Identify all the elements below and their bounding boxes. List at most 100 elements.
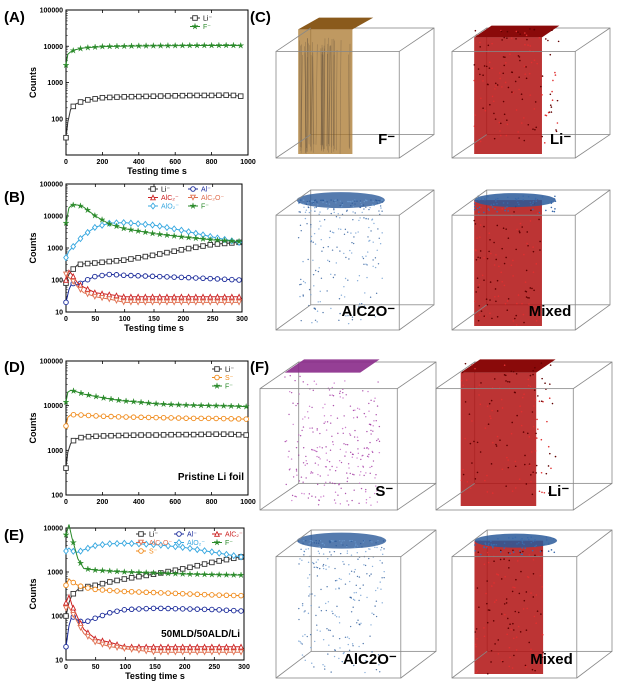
render-voxel [330, 415, 331, 416]
chart-e-data-point [107, 541, 112, 547]
render-voxel [477, 442, 479, 444]
render-voxel [313, 201, 314, 202]
render-voxel [519, 405, 521, 407]
render-voxel [300, 549, 301, 550]
render-voxel [526, 78, 528, 80]
chart-d-data-point [79, 413, 84, 418]
render-voxel [380, 207, 381, 208]
render-voxel [483, 279, 485, 281]
render-voxel [336, 246, 337, 247]
render-voxel [350, 626, 351, 627]
render-voxel [479, 206, 481, 208]
render-voxel [310, 540, 311, 541]
chart-e-data-point [115, 578, 120, 583]
render-voxel [313, 666, 314, 667]
render-voxel [348, 467, 349, 468]
render-voxel [306, 223, 307, 224]
chart-b-data-point [157, 294, 162, 299]
render-voxel [515, 461, 517, 463]
render-voxel [488, 251, 490, 253]
chart-b-data-point [237, 278, 242, 283]
chart-d-data-point [184, 416, 189, 421]
render-voxel [536, 320, 538, 322]
render-voxel [537, 395, 539, 397]
render-box-edge [401, 530, 436, 557]
render-voxel [526, 231, 528, 233]
render-voxel [501, 281, 503, 283]
chart-e-x-axis-label: Testing time s [125, 671, 185, 681]
render-voxel [488, 544, 490, 546]
render-voxel [502, 72, 504, 74]
render-voxel [333, 395, 334, 396]
render-voxel [318, 499, 319, 500]
render-voxel [296, 470, 297, 471]
render-voxel [349, 250, 350, 251]
render-voxel [312, 260, 313, 261]
chart-a-data-point [165, 43, 171, 49]
chart-b-legend: Li⁻Al⁻AlC₂⁻AlC₂O⁻AlO₂⁻F⁻ [148, 187, 224, 211]
render-voxel [507, 124, 509, 126]
render-voxel [382, 554, 383, 555]
render-voxel [328, 601, 329, 602]
chart-b-data-point [201, 276, 206, 281]
render-voxel [527, 44, 529, 46]
render-voxel [352, 200, 353, 201]
render-voxel [342, 428, 343, 429]
render-voxel [359, 576, 360, 577]
render-voxel [483, 315, 485, 317]
render-voxel [518, 197, 520, 199]
render-voxel [480, 98, 482, 100]
render-voxel [513, 211, 515, 213]
chart-a-y-tick-label: 100 [51, 116, 63, 123]
render-voxel [327, 558, 328, 559]
render-voxel [317, 204, 318, 205]
render-voxel [357, 408, 358, 409]
render-voxel [553, 551, 555, 553]
render-voxel [311, 663, 312, 664]
render-voxel [349, 433, 350, 434]
render-voxel [510, 629, 512, 631]
render-voxel [308, 207, 309, 208]
render-voxel [516, 324, 518, 326]
render-voxel [321, 278, 322, 279]
render-voxel [533, 271, 535, 273]
render-voxel [463, 474, 465, 476]
chart-e-data-point [231, 644, 236, 649]
render-voxel [521, 122, 523, 124]
chart-e-data-point [144, 606, 149, 611]
chart-e-data-point [151, 644, 156, 649]
render-voxel [351, 611, 352, 612]
render-voxel [303, 200, 304, 201]
render-voxel [339, 647, 340, 648]
render-voxel [302, 294, 303, 295]
render-voxel [324, 415, 325, 416]
render-voxel [301, 430, 302, 431]
render-voxel [507, 467, 509, 469]
chart-b-data-point [121, 273, 126, 278]
render-voxel [514, 392, 516, 394]
chart-b-data-point [100, 296, 105, 301]
render-voxel [479, 74, 481, 76]
render-voxel [533, 426, 535, 428]
render-voxel [377, 202, 378, 203]
render-voxel [317, 311, 318, 312]
render-voxel [513, 638, 515, 640]
render-voxel [533, 108, 535, 110]
render-voxel [529, 45, 531, 47]
chart-b-data-point [179, 300, 184, 305]
render-voxel [350, 540, 351, 541]
render-voxel [360, 471, 361, 472]
render-voxel [374, 605, 375, 606]
render-voxel [492, 492, 494, 494]
render-voxel [551, 549, 553, 551]
render-box-edge [575, 28, 610, 51]
render-voxel [522, 199, 524, 201]
render-voxel [479, 314, 481, 316]
render-voxel [305, 465, 306, 466]
chart-b-data-point [237, 294, 242, 299]
render-voxel [476, 259, 478, 261]
render-voxel [363, 540, 364, 541]
render-voxel [383, 571, 384, 572]
render-voxel [557, 100, 559, 102]
render-voxel [339, 460, 340, 461]
